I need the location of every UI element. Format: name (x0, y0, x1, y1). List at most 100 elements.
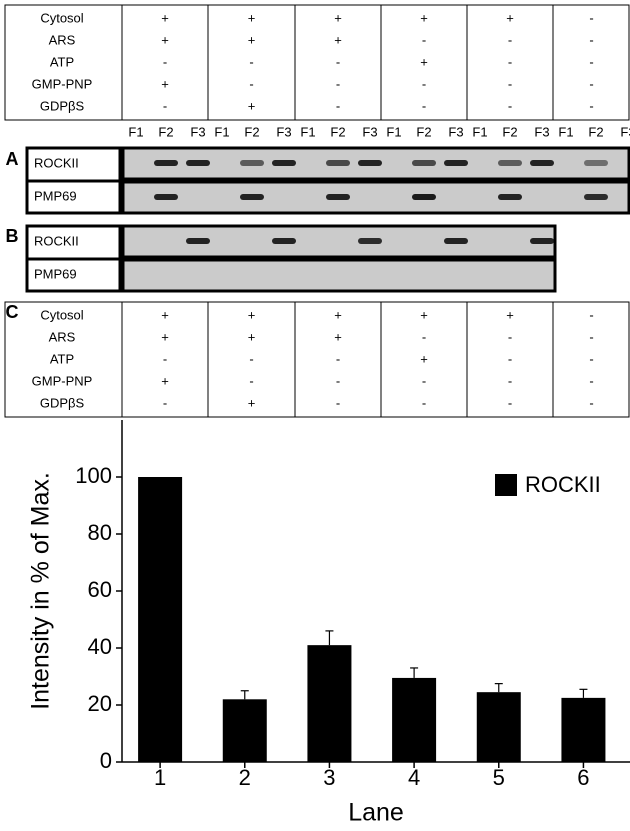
y-axis-title: Intensity in % of Max. (27, 472, 55, 710)
blot-band (444, 238, 468, 244)
cell: + (161, 329, 169, 344)
blot-band (584, 194, 608, 200)
cell: + (248, 329, 256, 344)
x-tick-label: 3 (323, 765, 335, 790)
cell: - (163, 395, 167, 410)
cell: + (161, 76, 169, 91)
cell: + (248, 98, 256, 113)
cell: + (248, 32, 256, 47)
x-axis-title: Lane (348, 799, 404, 827)
fraction-label: F2 (158, 124, 173, 139)
cell: - (163, 98, 167, 113)
fraction-label: F2 (244, 124, 259, 139)
blot-band (498, 160, 522, 166)
cell: - (589, 32, 593, 47)
cell: - (422, 98, 426, 113)
cell: + (248, 10, 256, 25)
blot-band (326, 194, 350, 200)
cell: - (508, 32, 512, 47)
cell: - (508, 373, 512, 388)
cell: - (508, 54, 512, 69)
blot-band (272, 160, 296, 166)
row-label: ARS (49, 32, 76, 47)
cell: - (508, 98, 512, 113)
row-label: ARS (49, 329, 76, 344)
figure: Cytosol + + + + + - ARS + + + - - - ATP - - - + - - GMP-PNP + -… (0, 0, 630, 831)
cell: - (336, 98, 340, 113)
row-label: GMP-PNP (32, 373, 93, 388)
cell: - (508, 76, 512, 91)
cell: - (589, 395, 593, 410)
blot-band (326, 160, 350, 166)
blot-strip (123, 260, 555, 291)
blot-band (412, 194, 436, 200)
cell: - (422, 395, 426, 410)
cell: - (249, 76, 253, 91)
y-tick-label: 40 (88, 634, 112, 659)
y-tick-label: 20 (88, 691, 112, 716)
cell: + (334, 329, 342, 344)
cell: - (589, 351, 593, 366)
blot-band (186, 238, 210, 244)
cell: + (334, 307, 342, 322)
fraction-label: F1 (300, 124, 315, 139)
blot-band (412, 160, 436, 166)
row-label: ATP (50, 351, 74, 366)
x-tick-label: 1 (154, 765, 166, 790)
cell: - (422, 32, 426, 47)
row-label: GMP-PNP (32, 76, 93, 91)
cell: - (589, 373, 593, 388)
cell: - (422, 373, 426, 388)
cell: - (422, 76, 426, 91)
cell: - (589, 76, 593, 91)
cell: + (161, 32, 169, 47)
blot-row-label: ROCKII (34, 155, 79, 170)
row-label: ATP (50, 54, 74, 69)
cell: + (248, 395, 256, 410)
bar (392, 678, 436, 762)
cell: + (420, 54, 428, 69)
fraction-label: F2 (588, 124, 603, 139)
cell: - (508, 351, 512, 366)
x-tick-label: 2 (239, 765, 251, 790)
legend-label: ROCKII (525, 472, 601, 497)
cell: - (336, 54, 340, 69)
fraction-label: F3 (190, 124, 205, 139)
fraction-label: F1 (386, 124, 401, 139)
blot-row-label: PMP69 (34, 188, 77, 203)
cell: + (161, 373, 169, 388)
cell: - (508, 329, 512, 344)
cell: - (589, 307, 593, 322)
cell: - (249, 351, 253, 366)
y-tick-label: 80 (88, 520, 112, 545)
cell: - (249, 54, 253, 69)
cell: + (420, 10, 428, 25)
panel-label: C (6, 302, 19, 322)
cell: + (248, 307, 256, 322)
cell: - (336, 76, 340, 91)
fraction-label: F3 (448, 124, 463, 139)
bar (561, 698, 605, 762)
cell: - (163, 54, 167, 69)
row-label: Cytosol (40, 307, 83, 322)
cell: - (336, 351, 340, 366)
fraction-label: F1 (472, 124, 487, 139)
blot-band (186, 160, 210, 166)
cell: - (589, 98, 593, 113)
blot-band (154, 160, 178, 166)
fraction-label: F2 (502, 124, 517, 139)
fraction-label: F1 (558, 124, 573, 139)
legend-swatch (495, 474, 517, 496)
blot-band (498, 194, 522, 200)
cell: + (506, 10, 514, 25)
blot-band (530, 160, 554, 166)
cell: - (336, 373, 340, 388)
blot-band (272, 238, 296, 244)
bar (138, 477, 182, 762)
cell: - (589, 54, 593, 69)
fraction-label: F3 (362, 124, 377, 139)
fraction-label: F3 (276, 124, 291, 139)
x-tick-label: 6 (577, 765, 589, 790)
bar (477, 692, 521, 762)
cell: - (249, 373, 253, 388)
